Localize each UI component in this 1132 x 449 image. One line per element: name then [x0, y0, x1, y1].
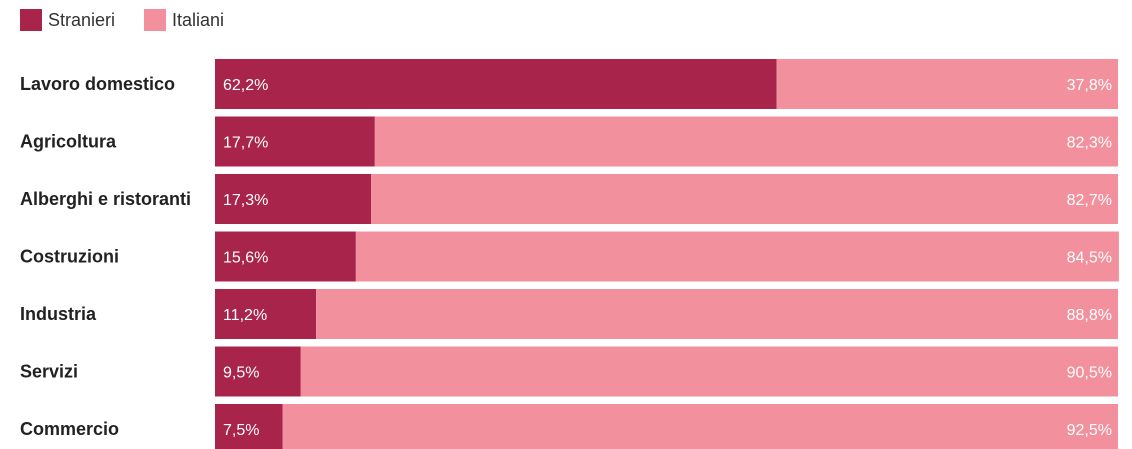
value-label-italiani: 88,8% — [1067, 307, 1112, 324]
bar-italiani-lavoro-domestico — [776, 59, 1118, 109]
value-label-stranieri: 7,5% — [223, 422, 259, 439]
value-label-stranieri: 9,5% — [223, 365, 259, 382]
value-label-italiani: 90,5% — [1067, 365, 1112, 382]
bar-row-industria: Industria 11,2% 88,8% — [20, 289, 1118, 339]
bar-stranieri-agricoltura — [215, 116, 375, 167]
value-label-stranieri: 11,2% — [223, 307, 267, 324]
bar-stranieri-lavoro-domestico — [215, 59, 777, 109]
legend-swatch-stranieri — [20, 9, 42, 31]
legend-label-stranieri: Stranieri — [48, 10, 115, 30]
value-label-italiani: 84,5% — [1067, 250, 1112, 267]
legend: Stranieri Italiani — [20, 9, 224, 31]
bar-stranieri-industria — [215, 289, 317, 339]
value-label-stranieri: 62,2% — [223, 77, 268, 94]
bar-stranieri-costruzioni — [215, 231, 356, 282]
legend-label-italiani: Italiani — [172, 10, 224, 30]
bar-stranieri-commercio — [215, 404, 283, 449]
category-label: Alberghi e ristoranti — [20, 189, 191, 209]
bar-italiani-agricoltura — [374, 116, 1118, 167]
category-label: Industria — [20, 304, 97, 324]
category-label: Commercio — [20, 419, 119, 439]
bar-row-costruzioni: Costruzioni 15,6% 84,5% — [20, 231, 1119, 282]
bar-row-lavoro-domestico: Lavoro domestico 62,2% 37,8% — [20, 59, 1118, 109]
legend-swatch-italiani — [144, 9, 166, 31]
bar-italiani-industria — [316, 289, 1118, 339]
value-label-stranieri: 17,3% — [223, 192, 268, 209]
value-label-stranieri: 17,7% — [223, 135, 268, 152]
value-label-italiani: 82,3% — [1067, 135, 1112, 152]
value-label-italiani: 37,8% — [1067, 77, 1112, 94]
bar-italiani-commercio — [282, 404, 1119, 449]
bar-stranieri-servizi — [215, 346, 301, 397]
category-label: Costruzioni — [20, 247, 119, 267]
bar-row-commercio: Commercio 7,5% 92,5% — [20, 404, 1119, 449]
value-label-italiani: 82,7% — [1067, 192, 1112, 209]
category-label: Agricoltura — [20, 132, 117, 152]
bar-stranieri-alberghi-e-ristoranti — [215, 174, 372, 224]
bar-row-servizi: Servizi 9,5% 90,5% — [20, 346, 1118, 397]
bar-italiani-alberghi-e-ristoranti — [371, 174, 1118, 224]
bar-italiani-servizi — [300, 346, 1118, 397]
value-label-stranieri: 15,6% — [223, 250, 268, 267]
bar-italiani-costruzioni — [355, 231, 1119, 282]
bar-row-alberghi-e-ristoranti: Alberghi e ristoranti 17,3% 82,7% — [20, 174, 1118, 224]
bars: Lavoro domestico 62,2% 37,8% Agricoltura 17,… — [20, 59, 1119, 449]
bar-row-agricoltura: Agricoltura 17,7% 82,3% — [20, 116, 1118, 167]
value-label-italiani: 92,5% — [1067, 422, 1112, 439]
category-label: Lavoro domestico — [20, 74, 175, 94]
category-label: Servizi — [20, 362, 78, 382]
